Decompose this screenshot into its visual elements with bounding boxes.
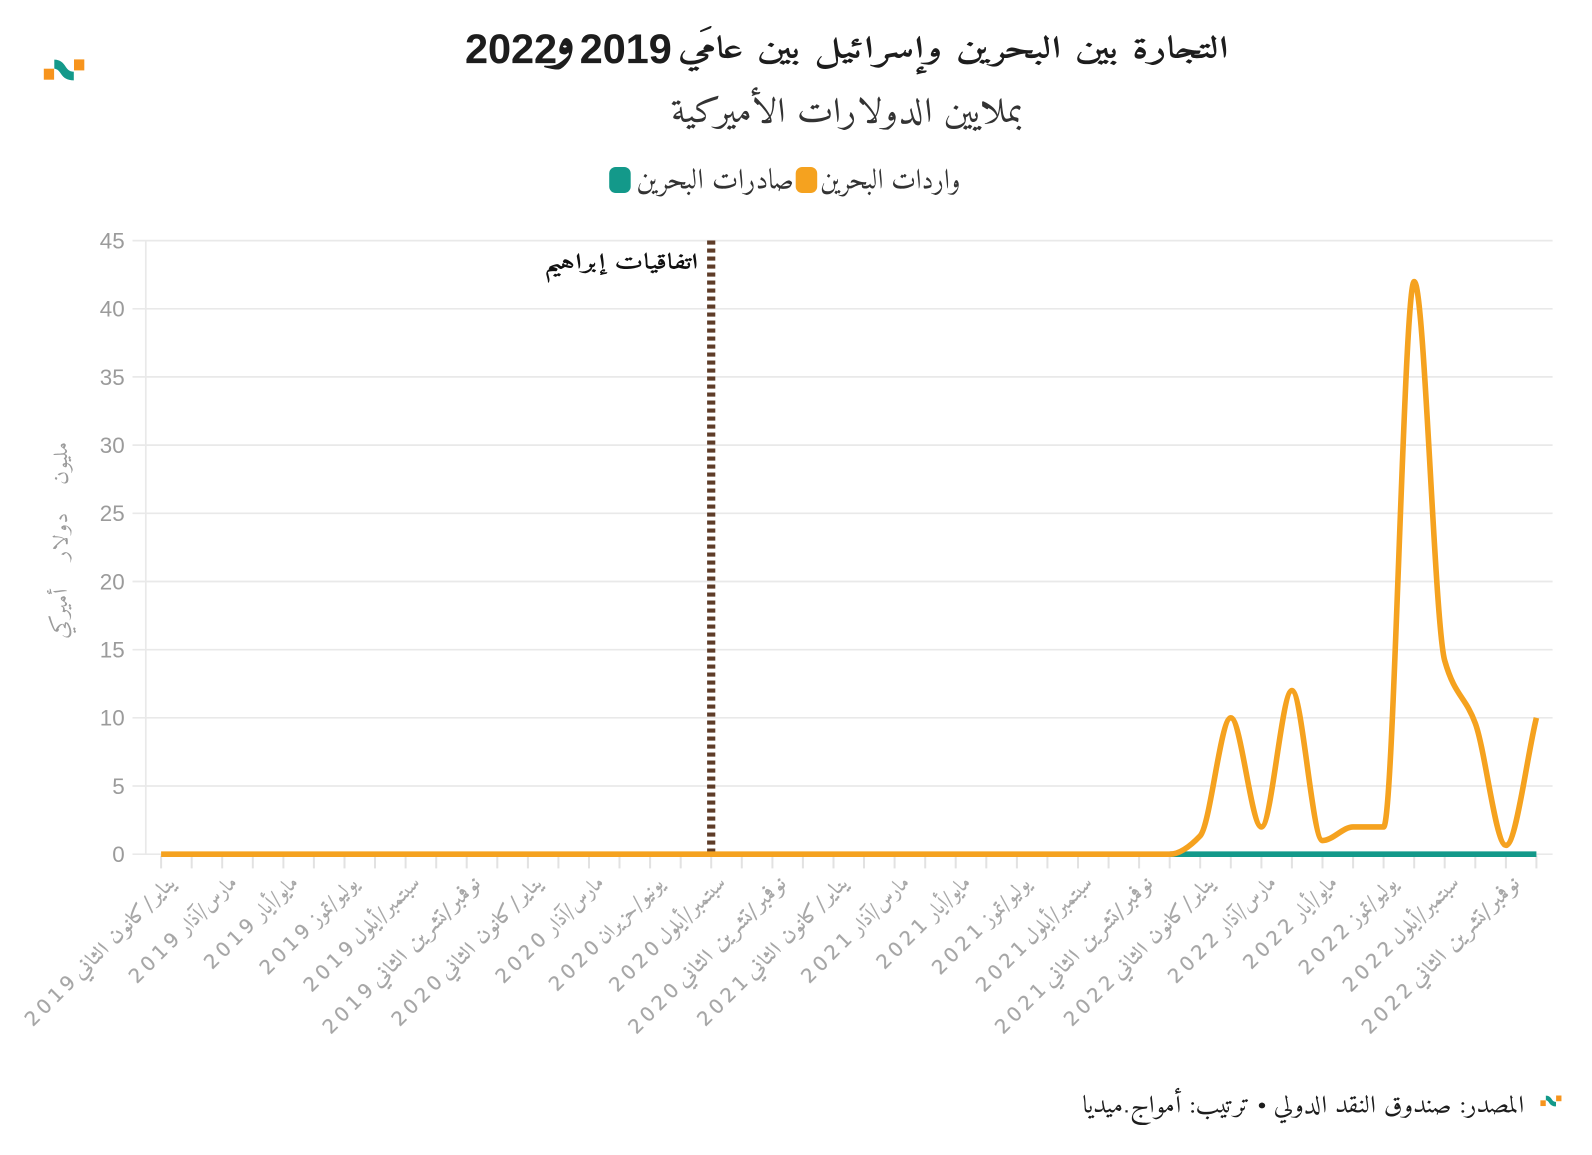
- svg-text:0: 0: [112, 842, 124, 867]
- svg-text:5: 5: [112, 774, 124, 799]
- svg-text:25: 25: [100, 501, 125, 526]
- svg-text:15: 15: [100, 638, 125, 663]
- svg-text:10: 10: [100, 706, 125, 731]
- svg-text:30: 30: [100, 433, 125, 458]
- svg-text:20: 20: [100, 569, 125, 594]
- svg-text:45: 45: [100, 229, 125, 254]
- svg-text:35: 35: [100, 365, 125, 390]
- svg-text:40: 40: [100, 297, 125, 322]
